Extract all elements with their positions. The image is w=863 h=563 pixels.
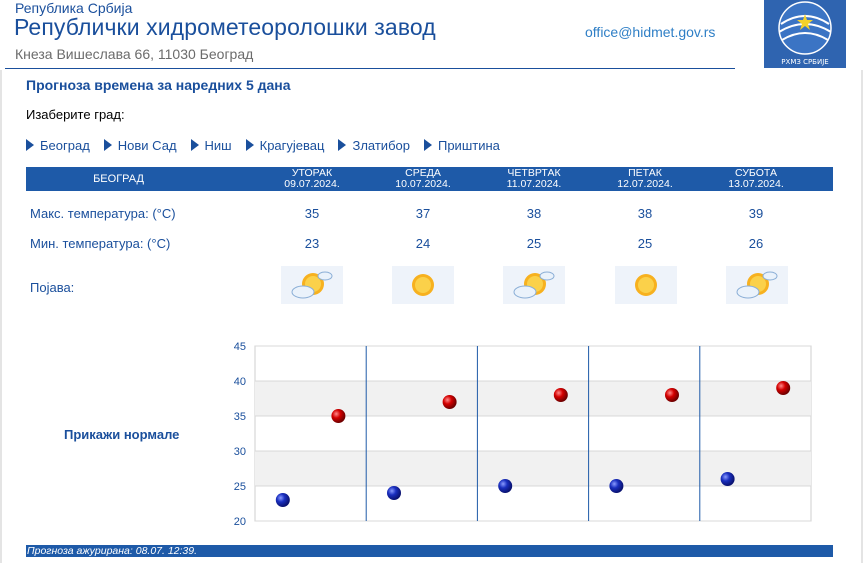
city-link-label: Приштина [437,137,500,153]
max-temp-point[interactable] [776,381,791,395]
partly-cloudy-icon [726,266,788,304]
phenomenon-label: Појава: [30,280,75,295]
day-date: 10.07.2024. [395,178,451,190]
y-tick-label: 25 [234,481,246,493]
left-border [0,70,2,563]
city-link-label: Крагујевац [259,137,325,153]
y-tick-label: 35 [234,411,246,423]
arrow-right-icon [245,139,254,151]
grid-band [255,451,811,486]
day-header: ЧЕТВРТАК 11.07.2024. [479,167,589,190]
choose-city-label: Изаберите град: [26,107,125,122]
arrow-right-icon [103,139,112,151]
logo-emblem-icon: РХМЗ СРБИЈЕ [764,0,846,68]
partly-cloudy-icon [503,266,565,304]
sunny-icon [615,266,677,304]
day-header: УТОРАК 09.07.2024. [257,167,367,190]
city-link-label: Београд [40,137,90,153]
min-temp-point[interactable] [275,493,290,507]
min-temp-point[interactable] [720,472,735,486]
y-tick-label: 20 [234,516,246,528]
temperature-chart: 20 25 30 35 40 45 [234,341,812,528]
institute-name[interactable]: Републички хидрометеоролошки завод [14,14,436,40]
arrow-right-icon [190,139,199,151]
header-divider [5,68,735,69]
y-tick-label: 45 [234,341,246,353]
max-temp-point[interactable] [442,395,457,409]
country-name: Република Србија [15,0,133,16]
max-temp-label: Макс. температура: (°C) [30,206,176,221]
plot-area [254,345,812,522]
min-temp-value: 23 [304,236,320,251]
max-temp-value: 35 [304,206,320,221]
max-temp-point[interactable] [553,388,568,402]
forecast-city-name: БЕОГРАД [93,173,144,185]
arrow-right-icon [338,139,347,151]
city-link-nis[interactable]: Ниш [190,137,232,153]
email-link[interactable]: office@hidmet.gov.rs [585,24,716,40]
min-temp-value: 24 [415,236,431,251]
day-name: ЧЕТВРТАК [507,167,561,179]
max-temp-point[interactable] [331,409,346,423]
max-temp-value: 39 [748,206,764,221]
day-date: 09.07.2024. [284,178,340,190]
day-name: СУБОТА [735,167,777,179]
right-border [861,70,863,563]
forecast-header: БЕОГРАД УТОРАК 09.07.2024. СРЕДА 10.07.202… [26,167,833,191]
city-link-label: Ниш [204,137,232,153]
sunny-icon [392,266,454,304]
city-link-label: Нови Сад [117,137,177,153]
y-axis: 20 25 30 35 40 45 [234,341,246,528]
city-list: Београд Нови Сад Ниш Крагујевац Златибор… [26,137,514,153]
chart-grid [254,345,812,522]
min-temp-point[interactable] [498,479,513,493]
arrow-right-icon [423,139,432,151]
city-link-kragujevac[interactable]: Крагујевац [245,137,325,153]
chart-series [275,381,791,507]
day-separators [365,346,701,521]
day-date: 11.07.2024. [506,178,562,190]
city-link-beograd[interactable]: Београд [26,137,90,153]
max-temp-point[interactable] [665,388,679,402]
city-link-novi-sad[interactable]: Нови Сад [103,137,177,153]
day-date: 13.07.2024. [728,178,784,190]
arrow-right-icon [26,139,34,151]
min-temp-point[interactable] [387,486,401,500]
day-date: 12.07.2024. [617,178,673,190]
day-name: ПЕТАК [628,167,662,179]
forecast-updated: Прогноза ажурирана: 08.07. 12:39. [26,545,833,557]
show-normals-link[interactable]: Прикажи нормале [64,427,180,442]
min-temp-value: 25 [526,236,542,251]
day-header: СРЕДА 10.07.2024. [368,167,478,190]
rhmz-logo[interactable]: РХМЗ СРБИЈЕ [764,0,846,68]
max-temp-value: 38 [637,206,653,221]
min-temp-value: 25 [637,236,653,251]
day-name: УТОРАК [291,167,333,179]
city-link-label: Златибор [352,137,410,153]
page-title: Прогноза времена за наредних 5 дана [26,77,291,93]
city-link-pristina[interactable]: Приштина [423,137,500,153]
svg-text:РХМЗ СРБИЈЕ: РХМЗ СРБИЈЕ [781,58,828,66]
max-temp-value: 38 [526,206,542,221]
grid-band [255,381,811,416]
min-temp-value: 26 [748,236,764,251]
partly-cloudy-icon [281,266,343,304]
day-header: ПЕТАК 12.07.2024. [590,167,700,190]
min-temp-point[interactable] [609,479,624,493]
y-tick-label: 40 [234,376,246,388]
day-name: СРЕДА [405,167,441,179]
institute-address: Кнеза Вишеслава 66, 11030 Београд [15,46,254,62]
y-tick-label: 30 [234,446,246,458]
day-header: СУБОТА 13.07.2024. [701,167,811,190]
city-link-zlatibor[interactable]: Златибор [338,137,410,153]
max-temp-value: 37 [415,206,431,221]
site-header: Република Србија Републички хидрометеоро… [0,0,863,70]
min-temp-label: Мин. температура: (°C) [30,236,171,251]
